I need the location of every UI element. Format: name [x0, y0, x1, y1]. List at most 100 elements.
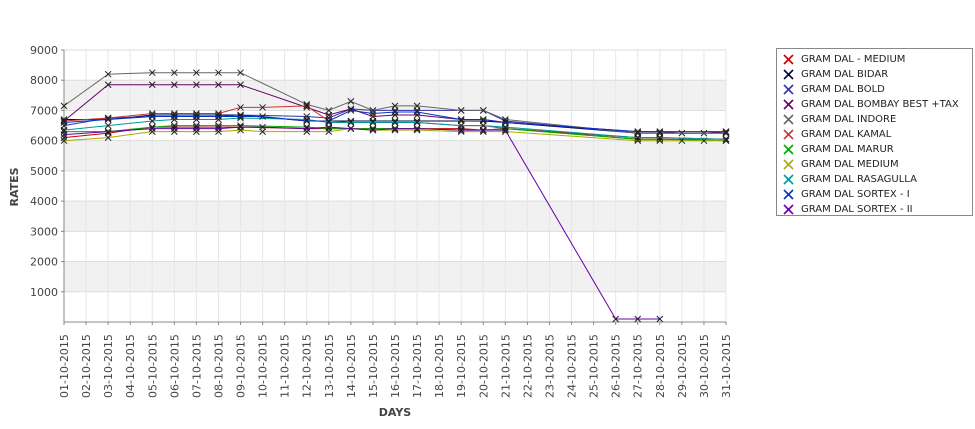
data-point: [612, 315, 620, 323]
data-point: [215, 69, 222, 77]
data-point: [193, 69, 200, 77]
data-point: [259, 113, 266, 120]
y-tick-label: 8000: [30, 74, 58, 87]
data-point: [215, 128, 222, 135]
data-point: [413, 102, 421, 110]
data-point: [325, 123, 333, 131]
data-point: [656, 134, 664, 141]
data-point: [501, 116, 509, 123]
data-point: [170, 122, 178, 129]
data-point: [457, 107, 465, 114]
legend-item: GRAM DAL BOMBAY BEST +TAX: [777, 97, 972, 112]
data-point: [347, 107, 355, 114]
legend-item: GRAM DAL RASAGULLA: [777, 172, 972, 187]
legend-label: GRAM DAL - MEDIUM: [801, 54, 906, 65]
legend-marker-icon: [783, 189, 794, 200]
data-point: [193, 81, 200, 89]
data-point: [215, 81, 222, 89]
x-tick-label: 20-10-2015: [477, 334, 490, 398]
legend-marker-icon: [783, 174, 794, 185]
series-line: [63, 105, 726, 140]
legend-label: GRAM DAL KAMAL: [801, 129, 892, 140]
data-point: [501, 126, 509, 134]
data-point: [60, 131, 68, 138]
data-point: [148, 81, 156, 89]
x-tick-label: 29-10-2015: [676, 334, 689, 398]
data-point: [479, 126, 487, 134]
data-point: [193, 122, 200, 129]
x-tick-label: 21-10-2015: [499, 334, 512, 398]
data-point: [369, 107, 377, 114]
data-point: [413, 125, 421, 132]
data-point: [104, 122, 112, 129]
data-point: [148, 128, 156, 135]
data-point: [60, 117, 68, 125]
y-tick-label: 6000: [30, 135, 58, 148]
legend-label: GRAM DAL BIDAR: [801, 69, 889, 80]
data-point: [303, 117, 311, 125]
data-point: [369, 119, 377, 126]
legend-marker-icon: [783, 114, 794, 125]
legend-label: GRAM DAL BOMBAY BEST +TAX: [801, 99, 959, 110]
data-point: [457, 126, 465, 134]
data-point: [391, 117, 399, 125]
data-point: [148, 110, 156, 117]
x-tick-label: 23-10-2015: [543, 334, 556, 398]
x-tick-label: 16-10-2015: [389, 334, 402, 398]
x-tick-label: 19-10-2015: [455, 334, 468, 398]
data-point: [215, 116, 222, 123]
y-tick-label: 1000: [30, 286, 58, 299]
x-tick-label: 18-10-2015: [433, 334, 446, 398]
legend-label: GRAM DAL BOLD: [801, 84, 885, 95]
data-point: [634, 128, 642, 135]
y-axis-label: RATES: [8, 167, 21, 206]
data-point: [325, 117, 333, 125]
data-point: [60, 134, 68, 141]
legend-marker-icon: [783, 159, 794, 170]
data-point: [413, 119, 421, 126]
series-line: [63, 109, 726, 133]
y-tick-label: 7000: [30, 104, 58, 117]
x-tick-label: 25-10-2015: [588, 334, 601, 398]
x-tick-label: 10-10-2015: [257, 334, 270, 398]
data-point: [215, 125, 222, 132]
data-point: [479, 116, 487, 123]
legend-item: GRAM DAL - MEDIUM: [777, 52, 972, 67]
legend-label: GRAM DAL MEDIUM: [801, 159, 899, 170]
y-tick-labels: 1000 2000 3000 4000 5000 6000 7000 8000 9000: [30, 44, 64, 299]
data-point: [347, 125, 355, 132]
x-tick-label: 14-10-2015: [345, 334, 358, 398]
legend-item: GRAM DAL SORTEX - II: [777, 202, 972, 217]
data-point: [391, 126, 399, 134]
series-group: [60, 123, 664, 323]
legend-label: GRAM DAL RASAGULLA: [801, 174, 917, 185]
data-point: [347, 98, 355, 105]
series-line: [63, 126, 660, 320]
y-tick-label: 5000: [30, 165, 58, 178]
series-group: [60, 107, 730, 135]
x-tick-label: 03-10-2015: [102, 334, 115, 398]
y-tick-label: 4000: [30, 195, 58, 208]
data-point: [237, 104, 244, 111]
legend-label: GRAM DAL INDORE: [801, 114, 897, 125]
legend-label: GRAM DAL SORTEX - I: [801, 189, 910, 200]
data-point: [369, 113, 377, 120]
data-point: [237, 69, 244, 77]
data-point: [104, 128, 112, 135]
data-point: [193, 116, 200, 123]
x-tick-label: 08-10-2015: [212, 334, 225, 398]
x-tick-label: 12-10-2015: [301, 334, 314, 398]
legend-marker-icon: [783, 144, 794, 155]
data-point: [170, 116, 178, 123]
x-tick-label: 17-10-2015: [411, 334, 424, 398]
data-point: [391, 108, 399, 116]
data-point: [215, 122, 222, 129]
data-point: [413, 126, 421, 134]
x-tick-label: 01-10-2015: [58, 334, 71, 398]
legend-marker-icon: [783, 54, 794, 65]
x-tick-label: 26-10-2015: [610, 334, 623, 398]
data-point: [193, 113, 200, 120]
legend-label: GRAM DAL MARUR: [801, 144, 894, 155]
legend-item: GRAM DAL BIDAR: [777, 67, 972, 82]
legend-item: GRAM DAL KAMAL: [777, 127, 972, 142]
